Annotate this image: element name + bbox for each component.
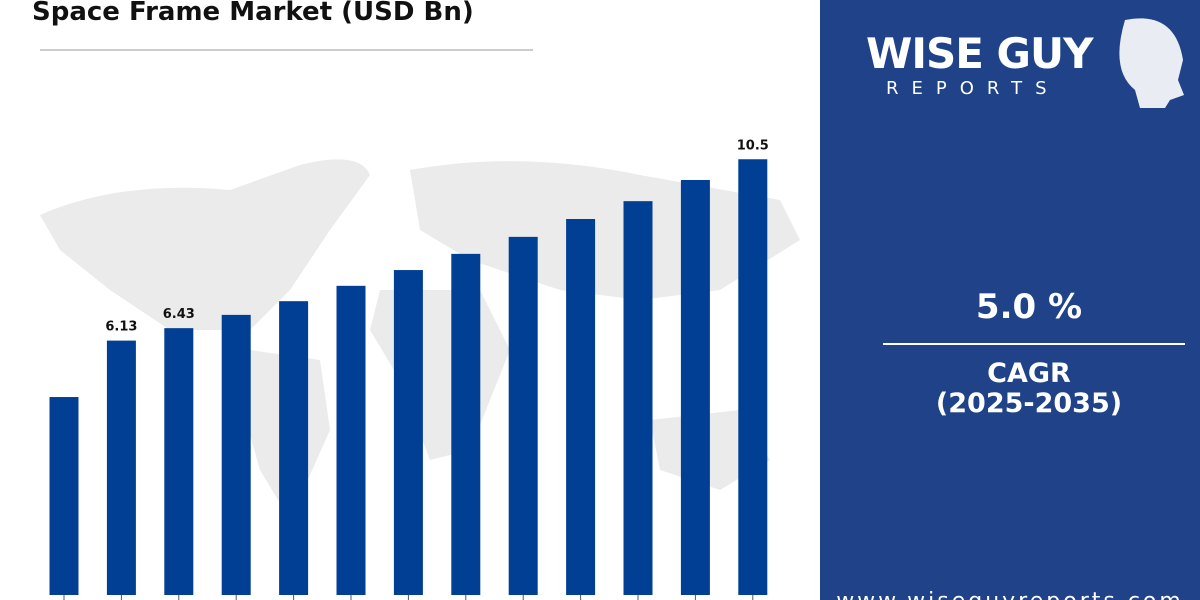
bar: [336, 285, 366, 595]
value-label: 6.43: [163, 307, 195, 322]
bar: [221, 314, 251, 595]
bar: [106, 340, 136, 595]
plot: 6.13 6.43 10.5: [49, 138, 769, 600]
logo-subtitle: REPORTS: [886, 78, 1060, 99]
bar: [738, 159, 768, 595]
bar: [279, 301, 309, 595]
bar: [623, 201, 653, 596]
bar: [49, 397, 79, 595]
value-label: 6.13: [105, 320, 137, 335]
cagr-value: 5.0 %: [976, 287, 1082, 327]
website: www.wiseguyreports.com: [836, 589, 1184, 600]
bar: [508, 236, 538, 596]
cagr-label: CAGR: [987, 358, 1071, 389]
logo-head: [1119, 18, 1184, 108]
cagr-period: (2025-2035): [936, 388, 1122, 419]
bar: [451, 253, 481, 595]
bar: [566, 219, 596, 595]
logo-title: WISE GUY: [866, 29, 1094, 78]
side-panel: [820, 0, 1200, 600]
bar: [393, 270, 423, 595]
chart-title: Space Frame Market (USD Bn): [32, 0, 474, 27]
bar: [164, 328, 194, 595]
bar: [680, 180, 710, 595]
value-label: 10.5: [737, 138, 769, 153]
